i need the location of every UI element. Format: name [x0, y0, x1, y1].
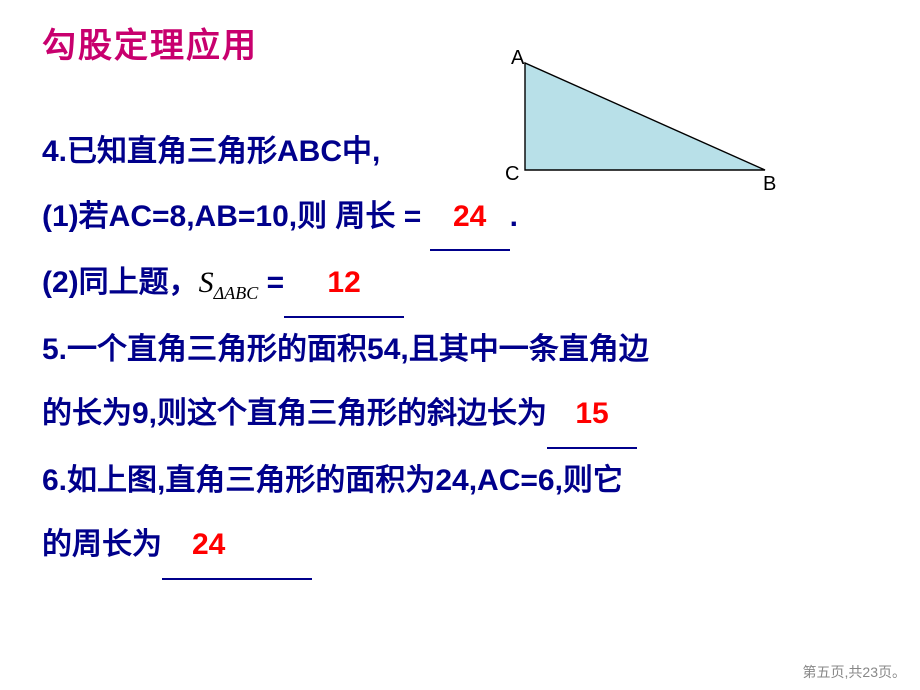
q6-line2-prefix: 的周长为	[42, 528, 162, 561]
q4-sub1-prefix: (1)若AC=8,AB=10,则 周长 =	[42, 200, 430, 233]
vertex-a-label: A	[511, 47, 524, 70]
q5-answer: 15	[575, 397, 608, 430]
q5-line2-prefix: 的长为9,则这个直角三角形的斜边长为	[42, 397, 547, 430]
q4-sub2-answer: 12	[327, 266, 360, 299]
content-block: 4.已知直角三角形ABC中, (1)若AC=8,AB=10,则 周长 = 24.…	[42, 120, 882, 580]
q4-sub2: (2)同上题，SΔABC = 12	[42, 251, 882, 318]
sabc-symbol: SΔABC	[199, 266, 259, 299]
q4-sub1-answer: 24	[453, 200, 486, 233]
q5-blank: 15	[547, 382, 637, 449]
q4-line1: 4.已知直角三角形ABC中,	[42, 120, 882, 185]
q6-line1: 6.如上图,直角三角形的面积为24,AC=6,则它	[42, 449, 882, 514]
q4-sub2-blank: 12	[284, 251, 404, 318]
q6-blank: 24	[162, 513, 312, 580]
q4-sub1-blank: 24	[430, 185, 510, 252]
q4-sub2-equals: =	[258, 266, 284, 299]
q4-sub2-prefix: (2)同上题，	[42, 266, 199, 299]
q6-answer: 24	[192, 528, 225, 561]
q6-line2: 的周长为 24	[42, 513, 882, 580]
q4-sub1-suffix: .	[510, 200, 518, 233]
q4-sub1: (1)若AC=8,AB=10,则 周长 = 24.	[42, 185, 882, 252]
q5-line2: 的长为9,则这个直角三角形的斜边长为 15	[42, 382, 882, 449]
page-title: 勾股定理应用	[42, 18, 258, 67]
page-indicator: 第五页,共23页。	[803, 662, 906, 682]
q5-line1: 5.一个直角三角形的面积54,且其中一条直角边	[42, 318, 882, 383]
